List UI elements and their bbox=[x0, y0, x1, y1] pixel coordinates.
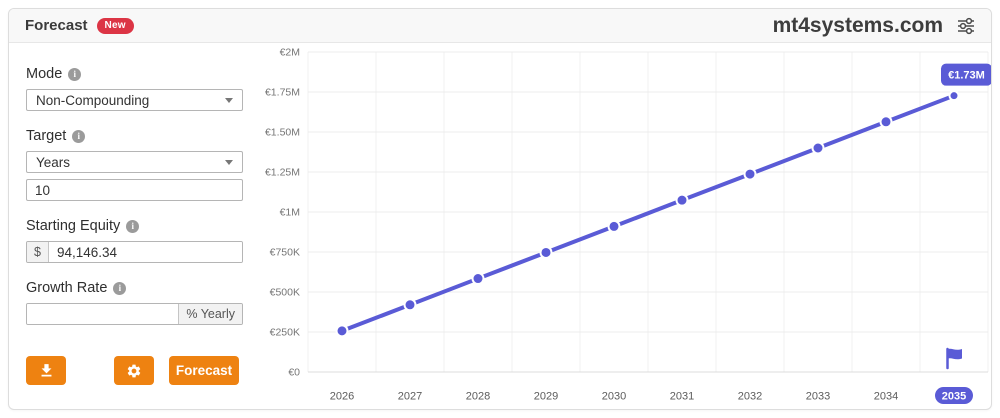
target-amount-input[interactable] bbox=[26, 179, 243, 201]
growth-rate-label: Growth Rate bbox=[26, 280, 108, 296]
x-tick-label: 2032 bbox=[738, 391, 762, 403]
data-point[interactable] bbox=[948, 90, 960, 102]
x-tick-label: 2031 bbox=[670, 391, 694, 403]
target-group: Target i Years bbox=[26, 128, 243, 201]
forecast-sidebar: Mode i Non-Compounding Target i Years bbox=[26, 43, 243, 385]
mode-label: Mode bbox=[26, 66, 63, 82]
y-tick-label: €1M bbox=[280, 207, 300, 219]
starting-equity-input[interactable] bbox=[48, 242, 242, 262]
data-point[interactable] bbox=[471, 272, 485, 286]
x-tick-label: 2027 bbox=[398, 391, 422, 403]
chevron-down-icon bbox=[225, 97, 233, 103]
mode-select-value: Non-Compounding bbox=[36, 92, 150, 108]
y-tick-label: €750K bbox=[270, 247, 300, 259]
starting-equity-info-icon[interactable]: i bbox=[126, 219, 140, 233]
x-tick-label-highlight: 2035 bbox=[942, 391, 966, 403]
x-tick-label: 2028 bbox=[466, 391, 490, 403]
gear-icon bbox=[126, 363, 142, 379]
download-icon bbox=[38, 362, 55, 379]
x-tick-label: 2029 bbox=[534, 391, 558, 403]
sliders-settings-icon[interactable] bbox=[953, 13, 979, 39]
y-tick-label: €1.75M bbox=[265, 87, 300, 99]
data-point[interactable] bbox=[811, 141, 825, 155]
y-tick-label: €1.50M bbox=[265, 127, 300, 139]
highlight-year-pill bbox=[935, 387, 973, 404]
x-tick-label: 2033 bbox=[806, 391, 830, 403]
data-point[interactable] bbox=[743, 167, 757, 181]
y-tick-label: €2M bbox=[280, 47, 300, 59]
starting-equity-group: Starting Equity i $ bbox=[26, 218, 243, 263]
action-buttons: Forecast bbox=[26, 356, 243, 385]
page-title: Forecast bbox=[25, 17, 88, 34]
new-badge: New bbox=[96, 17, 134, 34]
x-tick-label: 2026 bbox=[330, 391, 354, 403]
forecast-line bbox=[340, 93, 956, 333]
x-tick-label: 2030 bbox=[602, 391, 626, 403]
svg-text:€1.73M: €1.73M bbox=[948, 70, 985, 82]
target-unit-select[interactable]: Years bbox=[26, 151, 243, 173]
data-point[interactable] bbox=[675, 193, 689, 207]
growth-rate-input[interactable] bbox=[27, 304, 179, 324]
y-tick-label: €500K bbox=[270, 287, 300, 299]
target-unit-value: Years bbox=[36, 154, 71, 170]
mode-info-icon[interactable]: i bbox=[68, 67, 82, 81]
forecast-panel: Forecast New mt4systems.com Mode i bbox=[8, 8, 992, 410]
y-tick-label: €1.25M bbox=[265, 167, 300, 179]
brand-logo[interactable]: mt4systems.com bbox=[772, 13, 943, 37]
mode-group: Mode i Non-Compounding bbox=[26, 66, 243, 111]
growth-rate-unit: % Yearly bbox=[178, 304, 242, 324]
flag-icon bbox=[946, 347, 962, 370]
forecast-chart: €0 €250K €500K €750K €1M €1.25M €1.50M €1.75M €2… bbox=[265, 47, 991, 404]
last-value-tooltip: €1.73M bbox=[941, 63, 991, 86]
starting-equity-label: Starting Equity bbox=[26, 218, 121, 234]
data-point[interactable] bbox=[879, 115, 893, 129]
data-point[interactable] bbox=[539, 245, 553, 259]
settings-button[interactable] bbox=[114, 356, 154, 385]
data-point[interactable] bbox=[335, 324, 349, 338]
download-button[interactable] bbox=[26, 356, 66, 385]
data-point[interactable] bbox=[607, 219, 621, 233]
y-tick-label: €0 bbox=[288, 367, 300, 379]
growth-rate-group: Growth Rate i % Yearly bbox=[26, 280, 243, 325]
currency-prefix: $ bbox=[27, 242, 49, 262]
panel-header: Forecast New mt4systems.com bbox=[9, 9, 991, 43]
data-point[interactable] bbox=[403, 298, 417, 312]
forecast-button[interactable]: Forecast bbox=[169, 356, 239, 385]
growth-rate-info-icon[interactable]: i bbox=[113, 281, 127, 295]
target-label: Target bbox=[26, 128, 67, 144]
chevron-down-icon bbox=[225, 159, 233, 165]
forecast-chart-area: €0 €250K €500K €750K €1M €1.25M €1.50M €1.75M €2… bbox=[259, 35, 991, 407]
target-info-icon[interactable]: i bbox=[72, 129, 86, 143]
y-tick-label: €250K bbox=[270, 327, 300, 339]
x-tick-label: 2034 bbox=[874, 391, 898, 403]
mode-select[interactable]: Non-Compounding bbox=[26, 89, 243, 111]
